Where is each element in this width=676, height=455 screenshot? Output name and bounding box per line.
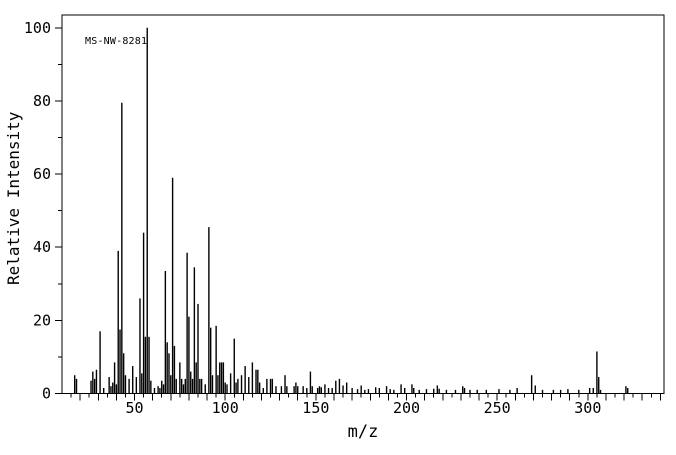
y-axis-title: Relative Intensity [4, 111, 23, 285]
x-tick-label: 100 [212, 399, 239, 417]
y-tick-label: 100 [24, 19, 51, 37]
x-tick-label: 150 [302, 399, 329, 417]
x-tick-label: 50 [125, 399, 143, 417]
plot-border [61, 14, 665, 394]
spectrum-id-annotation: MS-NW-8281 [85, 36, 148, 47]
y-tick-label: 80 [33, 92, 51, 110]
x-tick-label: 200 [393, 399, 420, 417]
y-tick-label: 0 [42, 385, 51, 403]
y-tick-label: 40 [33, 238, 51, 256]
y-tick-label: 60 [33, 165, 51, 183]
x-tick-label: 300 [574, 399, 601, 417]
x-tick-label: 250 [484, 399, 511, 417]
y-tick-label: 20 [33, 311, 51, 329]
x-axis-title: m/z [347, 422, 379, 442]
